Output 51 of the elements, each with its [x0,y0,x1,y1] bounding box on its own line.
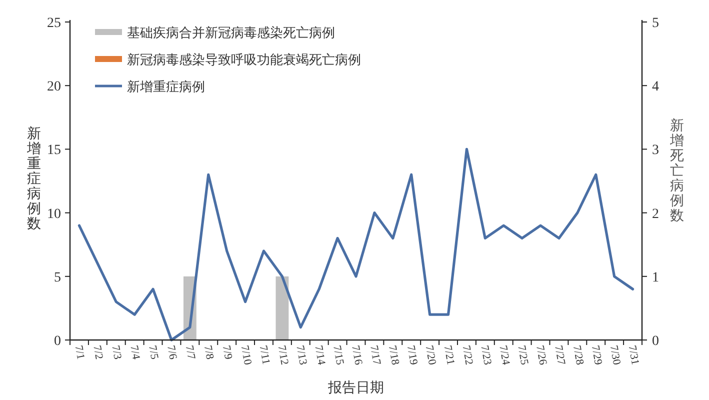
x-axis-title: 报告日期 [327,380,384,396]
x-tick-label: 7/4 [128,344,142,361]
y-tick-label: 10 [47,206,61,222]
x-tick-label: 7/14 [312,344,328,366]
x-tick-label: 7/9 [220,344,234,361]
y2-tick-label: 0 [652,334,659,349]
y-tick-label: 20 [47,80,61,95]
y-tick-label: 25 [47,16,61,31]
y2-tick-label: 4 [652,80,659,95]
x-tick-label: 7/3 [109,344,124,361]
x-tick-label: 7/31 [626,344,642,366]
x-tick-label: 7/8 [201,344,216,361]
y2-tick-label: 5 [652,16,659,31]
legend-item: 新冠病毒感染导致呼吸功能衰竭死亡病例 [95,52,361,67]
y2-axis-title: 新增死亡病例数 [669,118,684,224]
y-axis-title: 新增重症病例数 [26,126,41,232]
x-tick-label: 7/30 [607,344,623,366]
x-tick-label: 7/1 [72,344,87,360]
y2-tick-label: 3 [652,143,659,158]
x-tick-label: 7/5 [146,344,160,361]
legend-item: 新增重症病例 [95,79,205,94]
x-tick-label: 7/15 [330,344,346,366]
x-tick-label: 7/12 [275,344,290,366]
y2-tick-label: 1 [652,270,659,286]
x-tick-label: 7/17 [367,344,383,366]
line-series [78,148,634,342]
y-tick-label: 5 [54,270,61,286]
x-tick-label: 7/24 [496,344,512,366]
legend-label: 新增重症病例 [127,79,205,94]
x-tick-label: 7/16 [349,344,364,366]
y2-tick-label: 2 [652,206,659,222]
x-tick-label: 7/27 [552,344,568,366]
x-tick-label: 7/11 [256,344,272,366]
x-tick-label: 7/25 [515,344,530,366]
x-tick-label: 7/10 [238,344,254,366]
x-tick-label: 7/29 [588,344,604,366]
x-tick-label: 7/2 [90,344,105,360]
x-tick-label: 7/18 [386,344,402,366]
x-tick-label: 7/26 [534,344,549,366]
x-tick-label: 7/13 [294,344,309,366]
x-tick-label: 7/6 [164,344,179,361]
x-tick-label: 7/22 [460,344,475,366]
x-tick-label: 7/7 [182,344,198,361]
x-tick-label: 7/19 [404,344,420,366]
x-tick-label: 7/28 [570,344,586,366]
x-tick-label: 7/21 [441,344,457,366]
x-tick-label: 7/20 [422,344,438,366]
y-tick-label: 15 [47,143,61,158]
y-tick-label: 0 [54,334,61,349]
legend-item: 基础疾病合并新冠病毒感染死亡病例 [95,25,335,40]
x-tick-label: 7/23 [478,344,494,366]
